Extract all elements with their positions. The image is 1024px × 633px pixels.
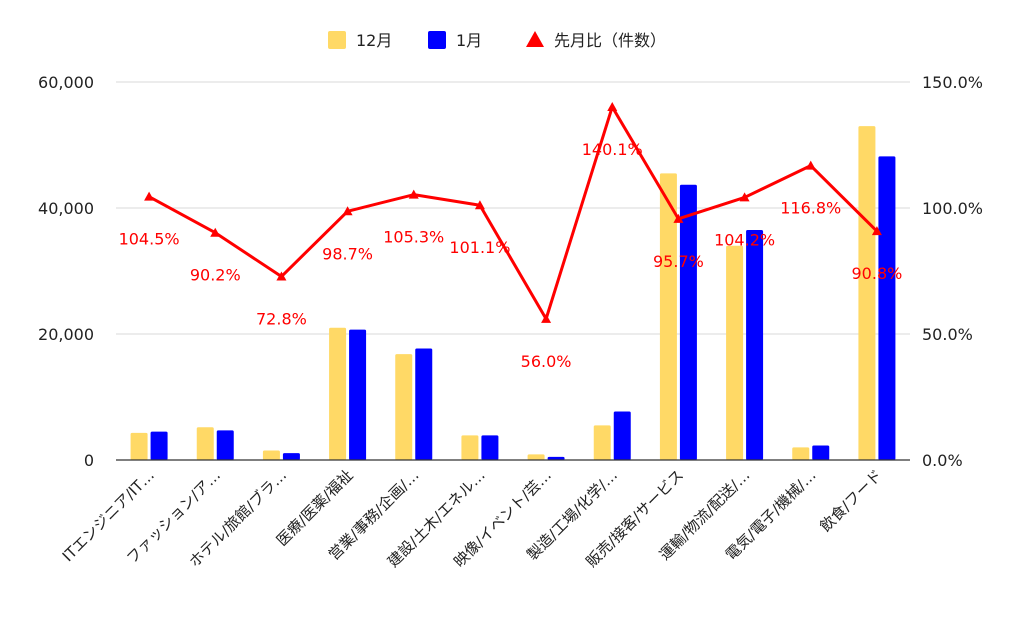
ratio-data-label: 72.8% (256, 310, 307, 329)
bar-series-2 (878, 156, 896, 460)
ratio-marker (210, 227, 221, 237)
ratio-marker (276, 271, 287, 281)
ratio-data-label: 101.1% (449, 238, 510, 257)
bar-series-1 (196, 427, 214, 460)
bar-series-1 (329, 327, 347, 460)
bar-series-2 (415, 348, 433, 460)
ratio-data-label: 116.8% (780, 199, 841, 218)
bar-series-2 (812, 445, 830, 460)
bar-series-1 (262, 450, 280, 460)
ratio-marker (541, 313, 552, 323)
ratio-data-label: 90.2% (190, 266, 241, 285)
y-left-tick-label: 40,000 (38, 199, 94, 218)
y-right-tick-label: 150.0% (922, 73, 983, 92)
gridlines (116, 81, 910, 335)
y-left-tick-label: 20,000 (38, 325, 94, 344)
legend-swatch (428, 31, 446, 49)
bar-series-2 (613, 411, 631, 460)
x-tick-label: 飲食/フード (816, 466, 885, 535)
bar-series-2 (282, 453, 300, 460)
bar-series-1 (792, 447, 810, 460)
bar-series-2 (216, 430, 234, 460)
bar-series-2 (150, 431, 168, 460)
ratio-marker (607, 101, 618, 111)
y-axis-right: 0.0% 50.0% 100.0% 150.0% (922, 73, 983, 470)
bar-series-2 (547, 456, 565, 460)
ratio-data-label: 90.8% (852, 264, 903, 283)
bars (130, 126, 896, 460)
y-left-tick-label: 60,000 (38, 73, 94, 92)
ratio-marker (144, 191, 155, 201)
ratio-data-label: 56.0% (521, 352, 572, 371)
y-right-tick-label: 100.0% (922, 199, 983, 218)
bar-series-1 (527, 454, 545, 460)
legend-label: 先月比（件数） (554, 31, 666, 50)
ratio-data-label: 104.2% (714, 230, 775, 249)
bar-series-1 (461, 435, 479, 460)
ratio-marker (408, 189, 419, 199)
ratio-marker (805, 160, 816, 170)
y-axis-left: 0 20,000 40,000 60,000 (38, 73, 94, 470)
legend-swatch (526, 31, 544, 47)
bar-series-1 (659, 173, 677, 460)
ratio-marker (739, 192, 750, 202)
bar-series-2 (746, 230, 764, 460)
y-right-tick-label: 50.0% (922, 325, 973, 344)
bar-series-1 (395, 354, 413, 460)
ratio-data-label: 105.3% (383, 228, 444, 247)
ratio-marker (673, 213, 684, 223)
bar-series-1 (130, 432, 148, 460)
bar-series-2 (349, 329, 367, 460)
ratio-data-label: 98.7% (322, 244, 373, 263)
ratio-data-label: 140.1% (582, 140, 643, 159)
ratio-marker (474, 200, 485, 210)
ratio-marker (342, 206, 353, 216)
bar-series-1 (858, 126, 876, 460)
ratio-marker (871, 226, 882, 236)
bar-series-1 (593, 425, 611, 460)
legend-swatch (328, 31, 346, 49)
ratio-line-path (148, 105, 878, 321)
bar-series-2 (679, 184, 697, 460)
legend: 12月 1月 先月比（件数） (328, 31, 666, 50)
legend-label: 12月 (356, 31, 392, 50)
ratio-data-label: 104.5% (119, 230, 180, 249)
legend-label: 1月 (456, 31, 482, 50)
ratio-line: 104.5% 90.2% 72.8% 98.7% 105.3% 101.1% 56.0% 14… (119, 101, 903, 371)
x-axis-tick-labels: ITエンジニア/IT…ファッション/ア…ホテル/旅館/ブラ…医療/医薬/福祉営業… (59, 466, 886, 571)
bar-series-2 (481, 435, 499, 460)
y-right-tick-label: 0.0% (922, 451, 963, 470)
y-left-tick-label: 0 (84, 451, 94, 470)
ratio-data-label: 95.7% (653, 252, 704, 271)
bar-series-1 (726, 245, 744, 460)
